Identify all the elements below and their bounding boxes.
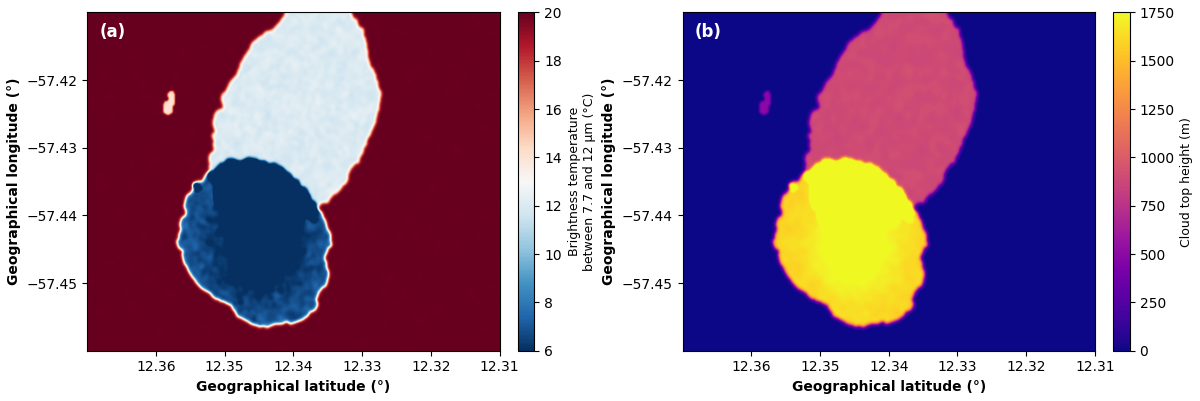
Y-axis label: Cloud top height (m): Cloud top height (m) <box>1181 117 1193 247</box>
Text: (b): (b) <box>695 22 722 41</box>
X-axis label: Geographical latitude (°): Geographical latitude (°) <box>197 380 390 394</box>
Y-axis label: Brightness temperature
between 7.7 and 12 μm (°C): Brightness temperature between 7.7 and 1… <box>568 92 595 271</box>
Y-axis label: Geographical longitude (°): Geographical longitude (°) <box>7 78 20 286</box>
Y-axis label: Geographical longitude (°): Geographical longitude (°) <box>602 78 617 286</box>
Text: (a): (a) <box>100 22 126 41</box>
X-axis label: Geographical latitude (°): Geographical latitude (°) <box>792 380 986 394</box>
